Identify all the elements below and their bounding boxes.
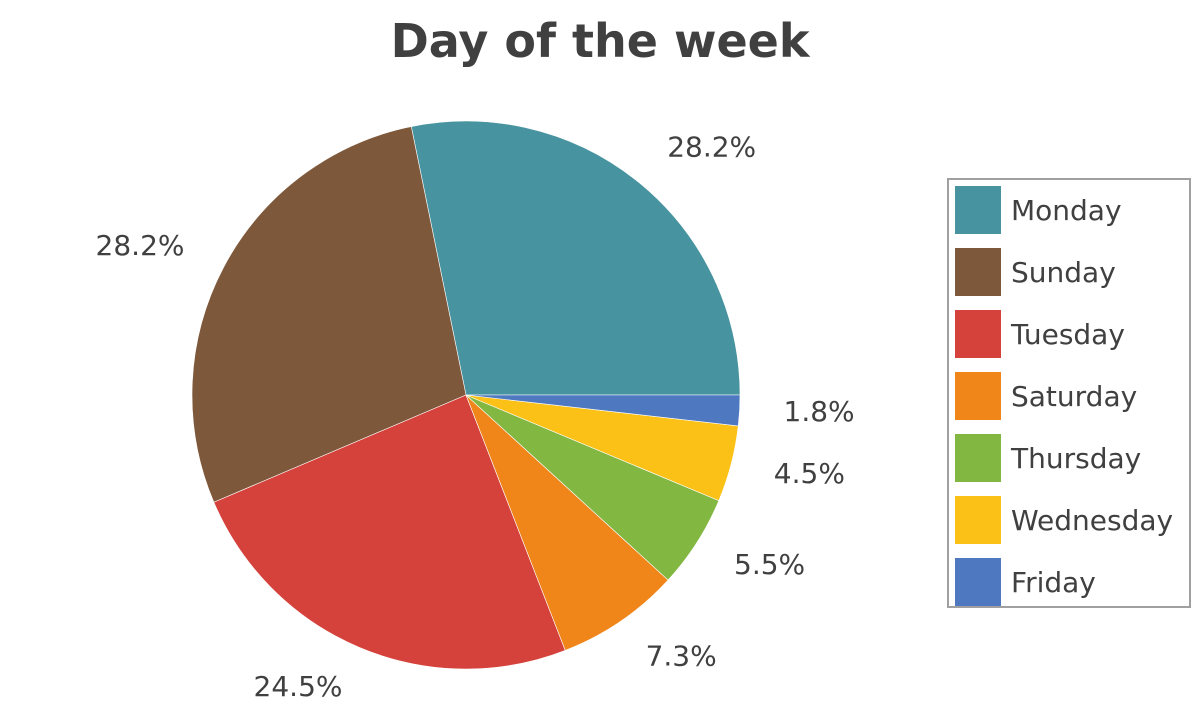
legend-label: Friday (1011, 565, 1096, 599)
pie-slice-label-saturday: 7.3% (646, 639, 717, 672)
legend-label: Monday (1011, 193, 1122, 227)
legend-label: Wednesday (1011, 503, 1174, 537)
legend-label: Sunday (1011, 255, 1116, 289)
legend-item-monday: Monday (955, 185, 1122, 235)
chart-legend: Monday Sunday Tuesday Saturday Thursday Wedne… (947, 178, 1191, 608)
legend-swatch (955, 496, 1001, 544)
pie-slice-label-monday: 28.2% (667, 131, 756, 164)
chart-title: Day of the week (390, 14, 810, 68)
legend-swatch (955, 372, 1001, 420)
legend-swatch (955, 248, 1001, 296)
pie-slice-label-wednesday: 4.5% (774, 457, 845, 490)
pie-slice-labels: 28.2% 28.2% 24.5% 7.3% 5.5% 4.5% 1.8% (96, 131, 855, 703)
legend-label: Tuesday (1011, 317, 1125, 351)
legend-swatch (955, 186, 1001, 234)
legend-item-friday: Friday (955, 557, 1096, 607)
legend-label: Saturday (1011, 379, 1138, 413)
pie-slices (191, 120, 741, 670)
pie-slice-sunday (191, 126, 467, 503)
legend-item-tuesday: Tuesday (955, 309, 1125, 359)
legend-item-saturday: Saturday (955, 371, 1137, 421)
legend-label: Thursday (1011, 441, 1142, 475)
legend-swatch (955, 434, 1001, 482)
legend-swatch (955, 558, 1001, 606)
legend-item-sunday: Sunday (955, 247, 1116, 297)
pie-slice-label-sunday: 28.2% (96, 229, 185, 262)
legend-item-thursday: Thursday (955, 433, 1141, 483)
pie-slice-friday (465, 394, 741, 427)
pie-slice-monday (410, 120, 741, 396)
legend-swatch (955, 310, 1001, 358)
pie-slice-label-thursday: 5.5% (734, 548, 805, 581)
pie-slice-label-tuesday: 24.5% (254, 670, 343, 703)
pie-slice-saturday (465, 394, 669, 651)
pie-slice-label-friday: 1.8% (784, 395, 855, 428)
legend-item-wednesday: Wednesday (955, 495, 1173, 545)
pie-slice-tuesday (213, 394, 566, 670)
